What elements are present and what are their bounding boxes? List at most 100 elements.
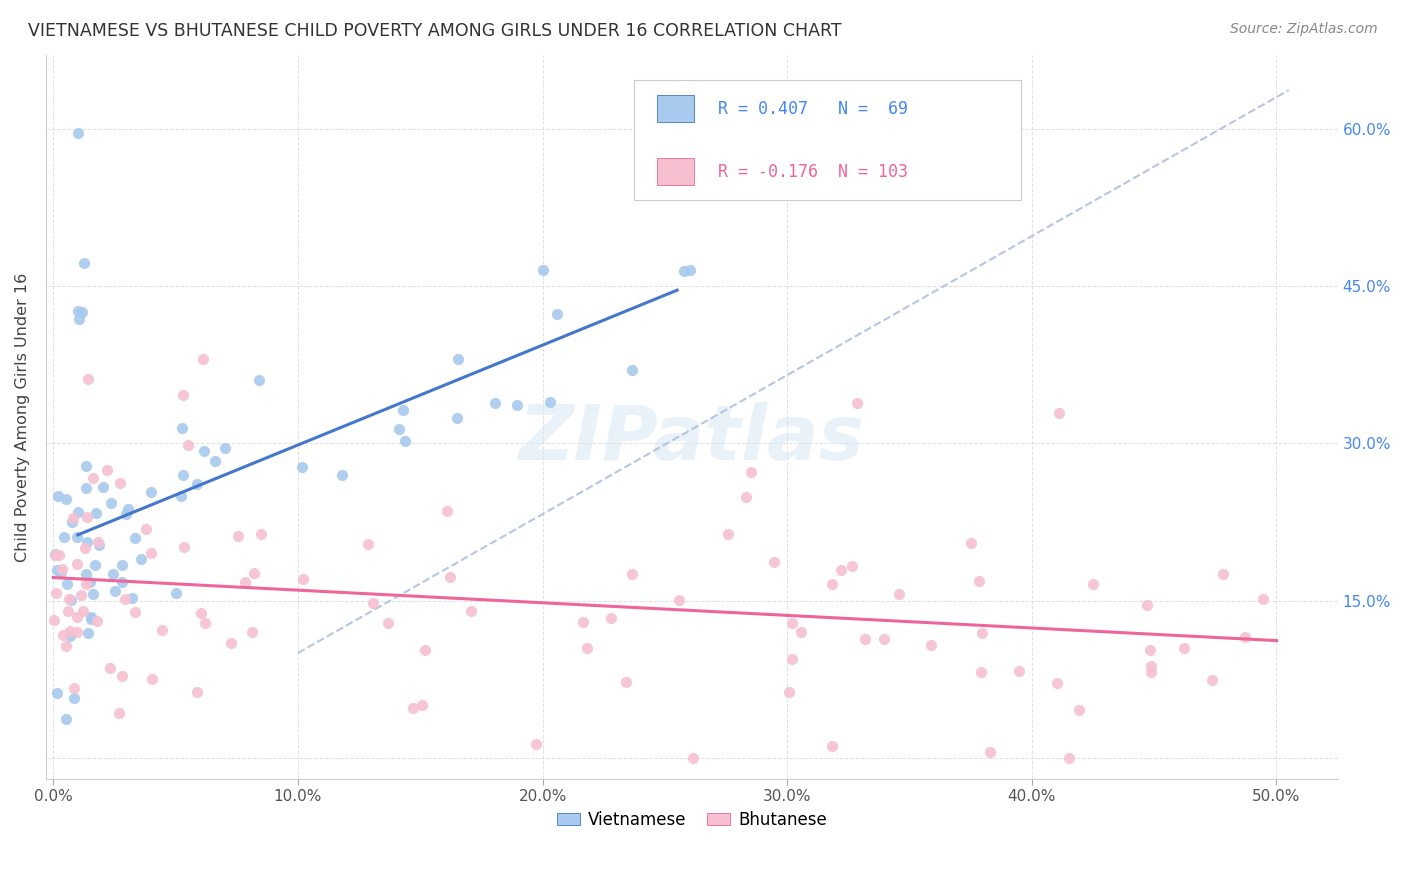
Point bbox=[65, 609, 87, 624]
Point bbox=[1047, 406, 1070, 420]
Point bbox=[75, 481, 97, 495]
Point bbox=[436, 504, 458, 518]
Point bbox=[780, 615, 803, 630]
Point bbox=[79, 575, 101, 590]
Point bbox=[66, 530, 89, 544]
Point bbox=[52, 628, 75, 642]
Point bbox=[84, 507, 107, 521]
Point bbox=[1081, 576, 1104, 591]
Point bbox=[60, 515, 83, 529]
Point bbox=[141, 485, 163, 500]
Point bbox=[247, 373, 270, 387]
Point bbox=[979, 745, 1001, 759]
Point bbox=[1212, 566, 1234, 581]
Point bbox=[506, 398, 529, 412]
Point bbox=[114, 592, 136, 607]
Point bbox=[841, 558, 863, 573]
Point bbox=[67, 312, 90, 326]
Point bbox=[56, 604, 79, 618]
Point bbox=[679, 263, 702, 277]
Point bbox=[683, 163, 706, 178]
Point bbox=[920, 638, 942, 652]
Point bbox=[243, 566, 266, 581]
Point bbox=[62, 691, 84, 706]
Point bbox=[1173, 640, 1195, 655]
Point bbox=[1139, 642, 1161, 657]
Point bbox=[53, 529, 76, 543]
Point bbox=[75, 541, 97, 555]
Point bbox=[101, 566, 124, 581]
Point bbox=[762, 555, 785, 569]
Point bbox=[58, 592, 80, 607]
Point bbox=[249, 527, 271, 541]
Point bbox=[66, 557, 89, 571]
Point bbox=[193, 615, 215, 630]
Point bbox=[1069, 703, 1091, 717]
Point bbox=[124, 605, 146, 619]
Point bbox=[887, 587, 910, 601]
Point bbox=[46, 563, 69, 577]
Point bbox=[103, 584, 125, 599]
Point bbox=[75, 459, 97, 474]
Point bbox=[59, 593, 82, 607]
Point bbox=[82, 471, 104, 485]
Point bbox=[91, 480, 114, 494]
Point bbox=[80, 610, 103, 624]
Point bbox=[111, 558, 134, 573]
Point bbox=[439, 570, 461, 584]
Point bbox=[59, 629, 82, 643]
Point bbox=[186, 476, 208, 491]
Point bbox=[77, 372, 100, 386]
Point bbox=[361, 596, 384, 610]
Point bbox=[1059, 751, 1081, 765]
Point bbox=[77, 626, 100, 640]
Point bbox=[447, 351, 470, 366]
Point bbox=[970, 665, 993, 680]
Point bbox=[1136, 599, 1159, 613]
Point bbox=[734, 490, 756, 504]
Point bbox=[621, 363, 644, 377]
FancyBboxPatch shape bbox=[634, 80, 1021, 200]
Point bbox=[460, 604, 482, 618]
Point bbox=[170, 489, 193, 503]
Text: R = -0.176  N = 103: R = -0.176 N = 103 bbox=[717, 162, 908, 181]
Point bbox=[173, 540, 195, 554]
Point bbox=[291, 460, 314, 475]
Point bbox=[388, 422, 411, 436]
Point bbox=[446, 411, 468, 425]
Point bbox=[846, 396, 869, 410]
Point bbox=[193, 352, 215, 367]
Point bbox=[44, 548, 66, 562]
Point bbox=[44, 547, 66, 561]
Point bbox=[62, 681, 84, 695]
Point bbox=[186, 685, 208, 699]
FancyBboxPatch shape bbox=[657, 95, 693, 122]
Point bbox=[87, 534, 110, 549]
Point bbox=[108, 476, 131, 491]
Point bbox=[76, 509, 98, 524]
Point bbox=[292, 572, 315, 586]
Point bbox=[780, 652, 803, 666]
Point bbox=[204, 454, 226, 468]
Point bbox=[377, 616, 399, 631]
Point bbox=[967, 574, 990, 588]
Point bbox=[66, 625, 89, 640]
Point bbox=[411, 698, 433, 713]
Point bbox=[790, 624, 813, 639]
Point bbox=[830, 563, 852, 577]
Point bbox=[51, 561, 73, 575]
Point bbox=[394, 434, 416, 448]
Point bbox=[55, 640, 77, 654]
Point bbox=[620, 567, 643, 582]
Point bbox=[73, 256, 96, 270]
Point bbox=[172, 467, 194, 482]
Point bbox=[55, 712, 77, 726]
Point bbox=[75, 567, 97, 582]
Point bbox=[45, 586, 67, 600]
Point bbox=[46, 685, 69, 699]
Point bbox=[524, 737, 547, 751]
Y-axis label: Child Poverty Among Girls Under 16: Child Poverty Among Girls Under 16 bbox=[15, 272, 30, 562]
Point bbox=[84, 558, 107, 573]
Point bbox=[402, 700, 425, 714]
Point bbox=[682, 751, 704, 765]
